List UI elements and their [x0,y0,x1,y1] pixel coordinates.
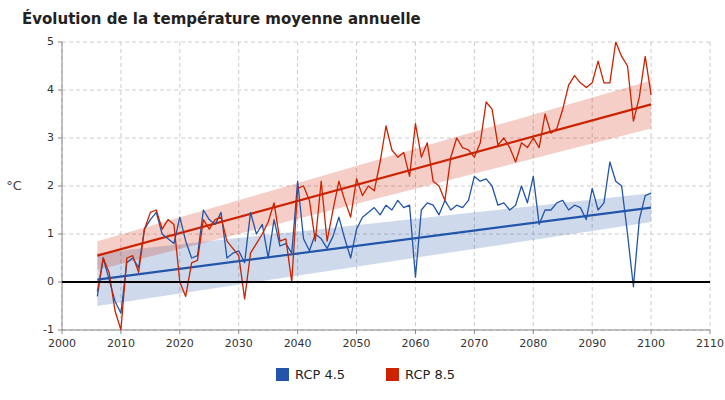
title: Évolution de la température moyenne annu… [22,9,421,28]
chart: Évolution de la température moyenne annu… [0,0,725,400]
trend-band [97,80,651,270]
y-axis-line [62,42,63,330]
x-grid-line [710,42,711,330]
x-tick-label: 2020 [166,337,194,350]
legend-swatch [386,368,399,381]
legend-label: RCP 4.5 [295,367,345,382]
x-grid-line [62,42,63,330]
x-tick-label: 2040 [284,337,312,350]
y-label: °C [6,178,22,193]
y-grid-line [62,282,710,283]
y-tick [58,330,62,331]
x-axis-line [62,330,710,331]
x-tick-label: 2100 [637,337,665,350]
legend-swatch [276,368,289,381]
x-tick-label: 2070 [460,337,488,350]
y-grid-line [62,90,710,91]
x-grid-line [238,42,239,330]
grid [62,42,710,330]
y-tick [58,234,62,235]
y-tick [58,186,62,187]
x-tick-label: 2110 [696,337,724,350]
x-tick-label: 2050 [343,337,371,350]
y-tick [58,42,62,43]
x-tick [120,330,121,334]
series-line [97,162,651,313]
plot-area [62,42,710,330]
x-tick [474,330,475,334]
legend: RCP 4.5 RCP 8.5 [276,367,455,382]
series-line [97,42,651,330]
y-tick-label: 2 [47,179,54,192]
y-tick-label: 0 [47,275,54,288]
reference-line [62,281,710,283]
y-tick-label: -1 [43,323,54,336]
x-tick-label: 2010 [107,337,135,350]
y-tick-label: 1 [47,227,54,240]
y-tick-label: 4 [47,83,54,96]
y-grid-line [62,42,710,43]
x-tick-label: 2090 [578,337,606,350]
x-grid-line [533,42,534,330]
y-tick [58,138,62,139]
x-tick-label: 2060 [401,337,429,350]
x-tick-label: 2030 [225,337,253,350]
x-tick [710,330,711,334]
x-grid-line [592,42,593,330]
y-tick-label: 5 [47,35,54,48]
x-tick [179,330,180,334]
x-tick [651,330,652,334]
y-tick-label: 3 [47,131,54,144]
x-tick [356,330,357,334]
x-tick [62,330,63,334]
x-tick [533,330,534,334]
x-tick [592,330,593,334]
y-tick [58,282,62,283]
legend-label: RCP 8.5 [405,367,455,382]
x-tick-label: 2000 [48,337,76,350]
x-tick [238,330,239,334]
x-tick [415,330,416,334]
x-tick [297,330,298,334]
y-tick [58,90,62,91]
x-grid-line [474,42,475,330]
y-grid-line [62,330,710,331]
trend-line [97,104,651,255]
x-tick-label: 2080 [519,337,547,350]
